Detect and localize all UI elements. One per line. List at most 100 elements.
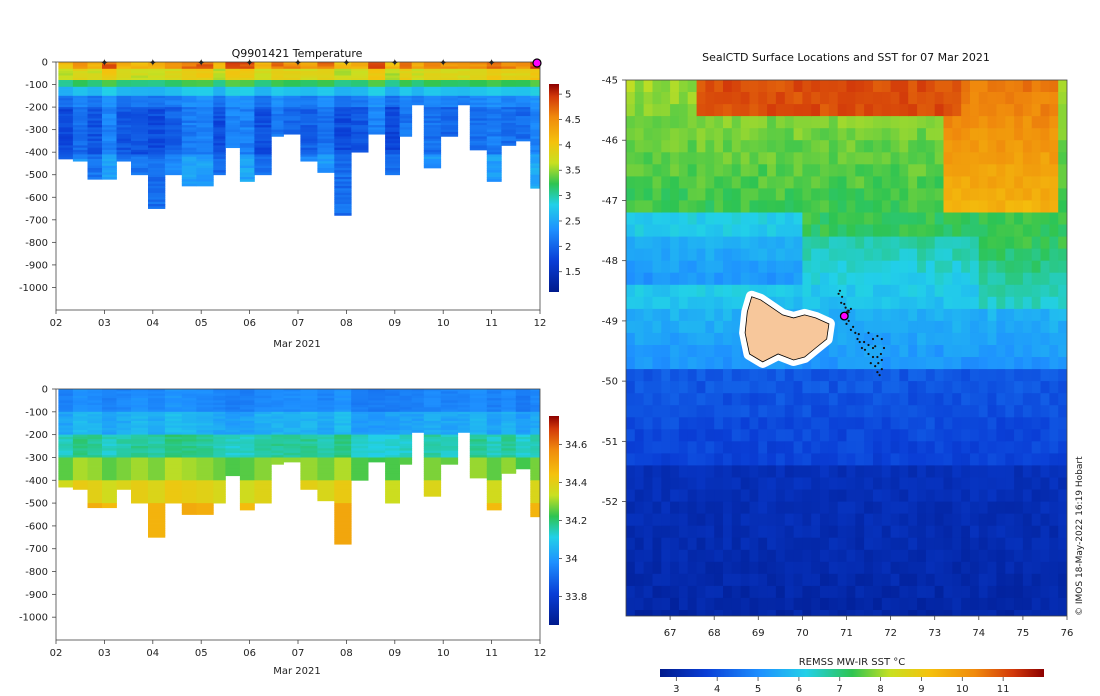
sst-cell: [987, 176, 997, 189]
sst-cell: [626, 116, 636, 129]
sst-cell: [970, 284, 980, 298]
section-cell: [225, 455, 241, 458]
section-cell: [164, 405, 183, 408]
section-cell: [515, 466, 531, 470]
sst-cell: [626, 320, 636, 334]
section-cell: [540, 419, 543, 422]
section-cell: [196, 443, 214, 447]
sst-cell: [775, 393, 786, 406]
sst-cell: [864, 501, 874, 515]
section-cell: [181, 512, 197, 515]
sst-cell: [661, 405, 671, 418]
sst-cell: [978, 501, 989, 515]
sst-cell: [899, 465, 909, 478]
section-cell: [540, 69, 543, 72]
sst-cell: [687, 236, 698, 250]
sst-cell: [873, 260, 883, 274]
sst-cell: [811, 441, 821, 454]
sst-cell: [952, 212, 962, 226]
section-cell: [540, 485, 543, 488]
sst-cell: [626, 477, 636, 491]
section-cell: [225, 405, 241, 408]
section-cell: [486, 505, 502, 509]
section-cell: [116, 107, 132, 110]
section-cell: [399, 62, 413, 65]
sst-cell: [652, 152, 662, 165]
sst-cell: [793, 92, 803, 105]
section-cell: [300, 468, 318, 472]
section-cell: [72, 471, 88, 474]
sst-cell: [837, 320, 848, 334]
sst-cell: [749, 236, 759, 250]
section-cell: [116, 80, 132, 83]
section-cell: [317, 455, 335, 458]
sst-cell: [970, 573, 980, 587]
sst-cell: [925, 357, 936, 370]
sst-cell: [705, 393, 715, 406]
section-cell: [515, 84, 531, 88]
section-cell: [486, 482, 502, 486]
sst-cell: [767, 116, 777, 129]
sst-cell: [670, 465, 680, 478]
sst-cell: [846, 513, 856, 527]
section-cell: [385, 93, 400, 97]
section-cell: [271, 457, 284, 461]
section-cell: [271, 443, 284, 447]
section-cell: [164, 136, 183, 140]
section-cell: [351, 457, 369, 461]
sst-cell: [678, 585, 689, 599]
section-cell: [351, 75, 369, 79]
sst-cell: [846, 272, 856, 286]
sst-cell: [731, 260, 742, 274]
sst-cell: [846, 465, 856, 478]
section-cell: [530, 423, 540, 426]
sst-cell: [775, 104, 786, 117]
sst-cell: [767, 188, 777, 201]
sst-cell: [661, 417, 671, 430]
sst-cell: [661, 308, 671, 322]
section-cell: [440, 452, 459, 456]
section-cell: [225, 443, 241, 447]
section-cell: [368, 411, 386, 415]
sst-cell: [687, 284, 698, 298]
section-cell: [58, 468, 74, 472]
sst-cell: [820, 345, 830, 358]
section-cell: [271, 80, 284, 83]
section-cell: [540, 428, 543, 431]
sst-cell: [908, 224, 918, 238]
section-cell: [225, 91, 241, 94]
section-cell: [239, 478, 255, 481]
section-cell: [181, 122, 197, 126]
sst-cell: [749, 489, 759, 503]
section-cell: [87, 152, 103, 155]
section-cell: [131, 393, 149, 397]
sst-cell: [784, 453, 795, 466]
sst-cell: [626, 200, 636, 213]
section-cell: [334, 405, 352, 408]
section-cell: [440, 125, 459, 128]
sst-cell: [943, 188, 953, 201]
section-cell: [181, 91, 197, 94]
section-cell: [164, 168, 183, 171]
section-cell: [300, 432, 318, 436]
sst-cell: [634, 597, 645, 611]
section-cell: [530, 416, 540, 420]
section-cell: [148, 134, 166, 137]
section-cell: [164, 134, 183, 137]
sst-cell: [811, 236, 821, 250]
sst-cell: [873, 128, 883, 141]
section-cell: [87, 466, 103, 470]
sst-cell: [925, 501, 936, 515]
section-cell: [196, 138, 214, 142]
sst-cell: [652, 501, 662, 515]
sst-cell: [908, 332, 918, 346]
sst-cell: [952, 80, 962, 93]
section-cell: [72, 149, 88, 153]
section-cell: [368, 71, 386, 74]
section-cell: [58, 75, 74, 79]
section-cell: [351, 138, 369, 142]
section-cell: [540, 403, 543, 406]
section-cell: [87, 407, 103, 410]
section-cell: [116, 147, 132, 151]
section-cell: [540, 453, 543, 456]
